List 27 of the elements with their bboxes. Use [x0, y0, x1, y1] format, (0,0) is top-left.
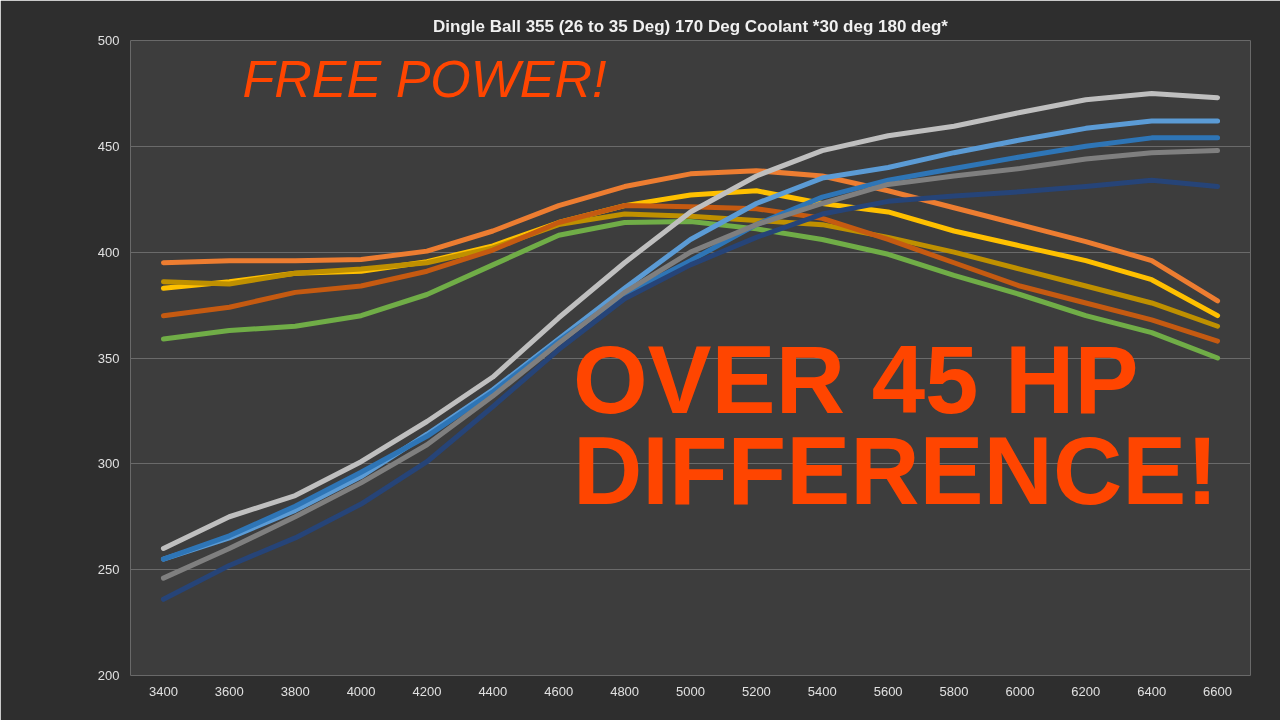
x-tick-label: 6200	[1071, 683, 1101, 699]
x-tick-label: 4200	[412, 683, 442, 699]
x-tick-label: 4000	[346, 683, 376, 699]
y-tick-label: 450	[97, 138, 120, 154]
x-tick-label: 3800	[280, 683, 310, 699]
y-tick-label: 300	[97, 456, 120, 472]
x-tick-label: 5600	[873, 683, 903, 699]
y-tick-label: 200	[97, 668, 120, 683]
y-tick-label: 250	[97, 562, 120, 578]
x-tick-label: 5400	[807, 683, 837, 699]
x-tick-label: 4600	[544, 683, 574, 699]
annotation: OVER 45 HP DIFFERENCE!	[572, 326, 1219, 524]
x-tick-label: 6600	[1203, 683, 1233, 699]
y-tick-label: 350	[97, 350, 120, 366]
x-tick-label: 3600	[214, 683, 244, 699]
x-tick-label: 5800	[939, 683, 969, 699]
x-tick-label: 4800	[610, 683, 640, 699]
y-tick-label: 400	[97, 244, 120, 260]
chart-title: Dingle Ball 355 (26 to 35 Deg) 170 Deg Coolant *30 deg 180 deg*	[433, 16, 949, 36]
x-tick-label: 5000	[676, 683, 705, 699]
x-tick-label: 6400	[1137, 683, 1167, 699]
x-tick-label: 3400	[148, 683, 178, 699]
x-tick-label: 4400	[478, 683, 508, 699]
annotation: FREE POWER!	[242, 50, 607, 109]
y-tick-label: 500	[97, 33, 120, 48]
x-tick-label: 5200	[741, 683, 771, 699]
x-tick-label: 6000	[1005, 683, 1035, 699]
